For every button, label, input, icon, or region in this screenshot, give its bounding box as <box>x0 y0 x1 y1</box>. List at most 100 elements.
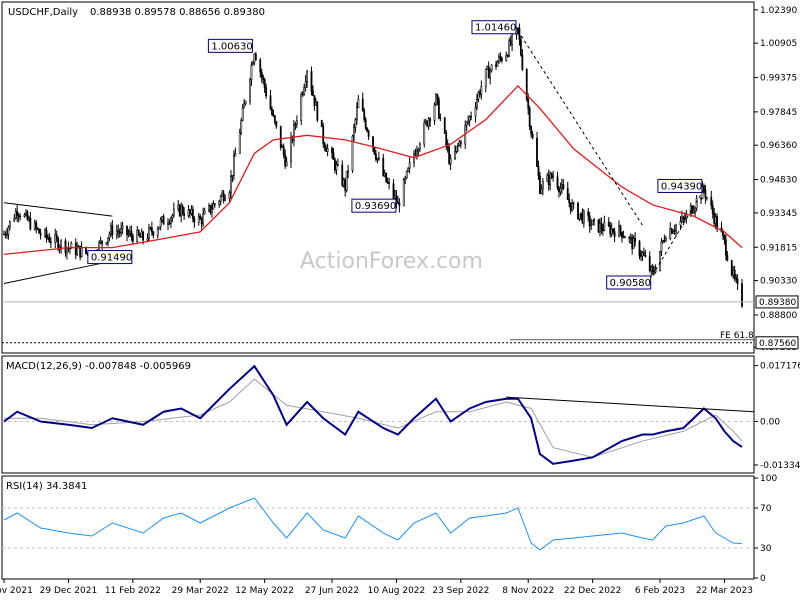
candle-body <box>105 242 108 245</box>
candle-body <box>416 150 418 156</box>
candle-body <box>312 90 314 96</box>
candle-body <box>405 170 408 179</box>
candle-body <box>118 231 121 234</box>
candle-body <box>130 231 133 237</box>
candle-body <box>540 188 543 194</box>
candle-body <box>357 98 360 109</box>
macd-panel-frame <box>1 355 755 474</box>
candle-body <box>314 101 317 106</box>
candle-body <box>127 233 130 236</box>
candle-body <box>367 130 370 137</box>
candle-body <box>486 66 489 70</box>
candle-body <box>581 212 584 224</box>
candle-body <box>213 203 216 206</box>
candle-body <box>313 95 316 106</box>
candle-body <box>525 69 528 100</box>
candle-body <box>418 143 421 150</box>
x-tick-label: 29 Mar 2022 <box>172 586 229 596</box>
candle-body <box>476 98 478 108</box>
candle-body <box>199 216 202 220</box>
candle-body <box>487 66 490 79</box>
candle-body <box>435 94 437 106</box>
candle-body <box>695 198 698 209</box>
candle-body <box>518 28 521 40</box>
macd-signal-line <box>4 378 743 458</box>
candle-body <box>38 228 41 234</box>
price-plot: 1.00630 1.01460 0.93690 0.91490 0.94390 0.905… <box>2 20 754 344</box>
candle-body <box>325 147 328 152</box>
candle-body <box>202 213 205 225</box>
candle-body <box>361 98 364 112</box>
candle-body <box>631 237 634 249</box>
rsi-panel-frame <box>1 475 755 580</box>
candle-body <box>224 198 227 201</box>
candle-body <box>437 99 440 119</box>
candle-body <box>275 121 278 127</box>
candle-body <box>663 239 666 242</box>
candle-body <box>455 146 458 152</box>
price-highlight-box <box>755 295 799 309</box>
candle-body <box>528 108 531 127</box>
candle-body <box>519 39 522 56</box>
candle-body <box>429 118 432 121</box>
price-trendline <box>652 189 705 276</box>
candle-body <box>474 106 477 117</box>
candle-body <box>218 201 221 205</box>
annotation-box <box>606 275 652 290</box>
candle-body <box>537 166 540 177</box>
candle-body <box>285 161 288 167</box>
candle-body <box>57 238 60 250</box>
candle-body <box>623 236 626 239</box>
candle-body <box>183 213 186 217</box>
candle-body <box>569 202 572 211</box>
price-y-tick-label: 0.97845 <box>760 108 797 118</box>
candle-body <box>710 197 713 206</box>
candle-body <box>427 118 430 127</box>
x-tick-label: 8 Nov 2022 <box>502 586 554 596</box>
candle-body <box>509 40 512 45</box>
candle-body <box>336 164 339 166</box>
candle-body <box>609 225 612 235</box>
candle-body <box>101 240 104 245</box>
candle-body <box>394 195 396 199</box>
candle-body <box>152 231 155 236</box>
candle-body <box>254 53 257 61</box>
candle-body <box>578 213 581 220</box>
candle-body <box>436 94 439 100</box>
price-panel-frame <box>1 1 755 354</box>
x-tick-label: 11 Feb 2022 <box>105 586 161 596</box>
candle-body <box>55 234 58 239</box>
candle-body <box>566 188 569 200</box>
price-y-tick-label: 0.90330 <box>760 277 797 287</box>
candle-body <box>619 225 622 233</box>
candle-body <box>3 233 5 236</box>
candle-body <box>560 184 563 189</box>
candle-body <box>344 179 347 191</box>
candle-body <box>171 214 174 219</box>
candle-body <box>723 234 726 241</box>
candle-body <box>162 216 165 225</box>
candle-body <box>244 101 247 104</box>
candle-body <box>478 92 481 95</box>
candle-body <box>228 192 231 200</box>
fe-label: FE 61.8 <box>720 331 754 341</box>
annotation-box <box>87 250 133 265</box>
candle-body <box>733 269 736 278</box>
candle-body <box>243 103 246 109</box>
candle-body <box>120 228 123 234</box>
candle-body <box>558 187 560 193</box>
candle-body <box>290 137 292 163</box>
candle-body <box>111 225 114 236</box>
candle-body <box>498 56 500 63</box>
annotation-label: 0.93690 <box>355 201 396 212</box>
candle-body <box>35 222 38 229</box>
x-tick-label: 29 Dec 2021 <box>40 586 98 596</box>
candle-body <box>230 176 232 193</box>
price-trendline <box>3 260 113 285</box>
candle-body <box>49 241 52 244</box>
candle-body <box>640 255 642 258</box>
annotation-label: 0.90580 <box>610 278 651 289</box>
candle-body <box>388 182 391 184</box>
candle-body <box>316 101 319 121</box>
